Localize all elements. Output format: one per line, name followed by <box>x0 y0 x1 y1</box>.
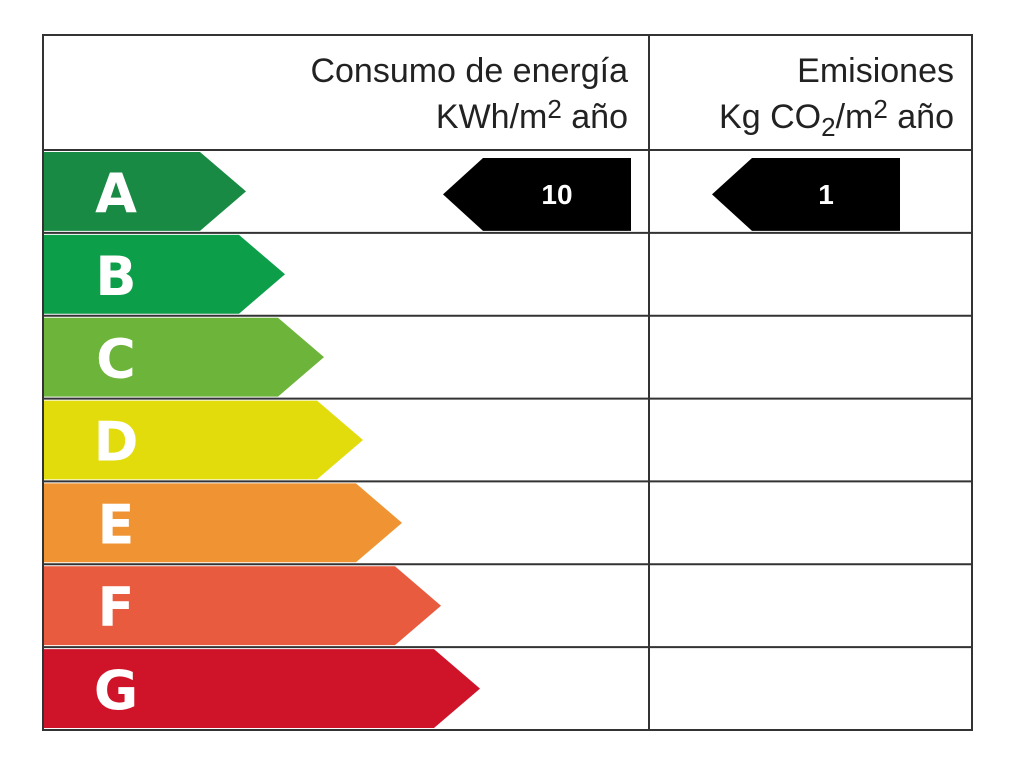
unit-part: Kg CO <box>719 98 821 136</box>
rating-arrow <box>44 566 441 646</box>
value-pointer <box>712 158 900 231</box>
rating-arrow <box>44 152 246 231</box>
rating-arrow <box>44 649 480 728</box>
value-label: 10 <box>541 179 572 210</box>
unit-sub: 2 <box>821 112 835 142</box>
rating-arrow <box>44 483 402 563</box>
rating-arrow <box>44 400 363 480</box>
unit-sup: 2 <box>873 94 887 124</box>
rating-arrow <box>44 317 324 397</box>
unit-part: /m <box>836 98 874 136</box>
rating-letter: F <box>98 576 135 639</box>
rating-letter: G <box>94 659 138 722</box>
energy-title: Consumo de energía <box>310 52 628 90</box>
table-border <box>42 34 973 731</box>
value-pointer <box>443 158 631 231</box>
unit-part: KWh/m <box>436 98 547 136</box>
unit-part: año <box>562 98 628 136</box>
rating-letter: D <box>94 411 139 474</box>
unit-sup: 2 <box>547 94 561 124</box>
rating-letter: A <box>95 162 137 225</box>
energy-unit: KWh/m2 año <box>436 94 628 136</box>
emissions-title: Emisiones <box>797 52 954 90</box>
rating-letter: B <box>95 245 136 308</box>
rating-letter: E <box>98 493 135 556</box>
emissions-unit: Kg CO2/m2 año <box>719 94 954 142</box>
unit-part: año <box>888 98 954 136</box>
value-label: 1 <box>818 179 834 210</box>
rating-letter: C <box>96 328 136 391</box>
rating-arrow <box>44 234 285 314</box>
